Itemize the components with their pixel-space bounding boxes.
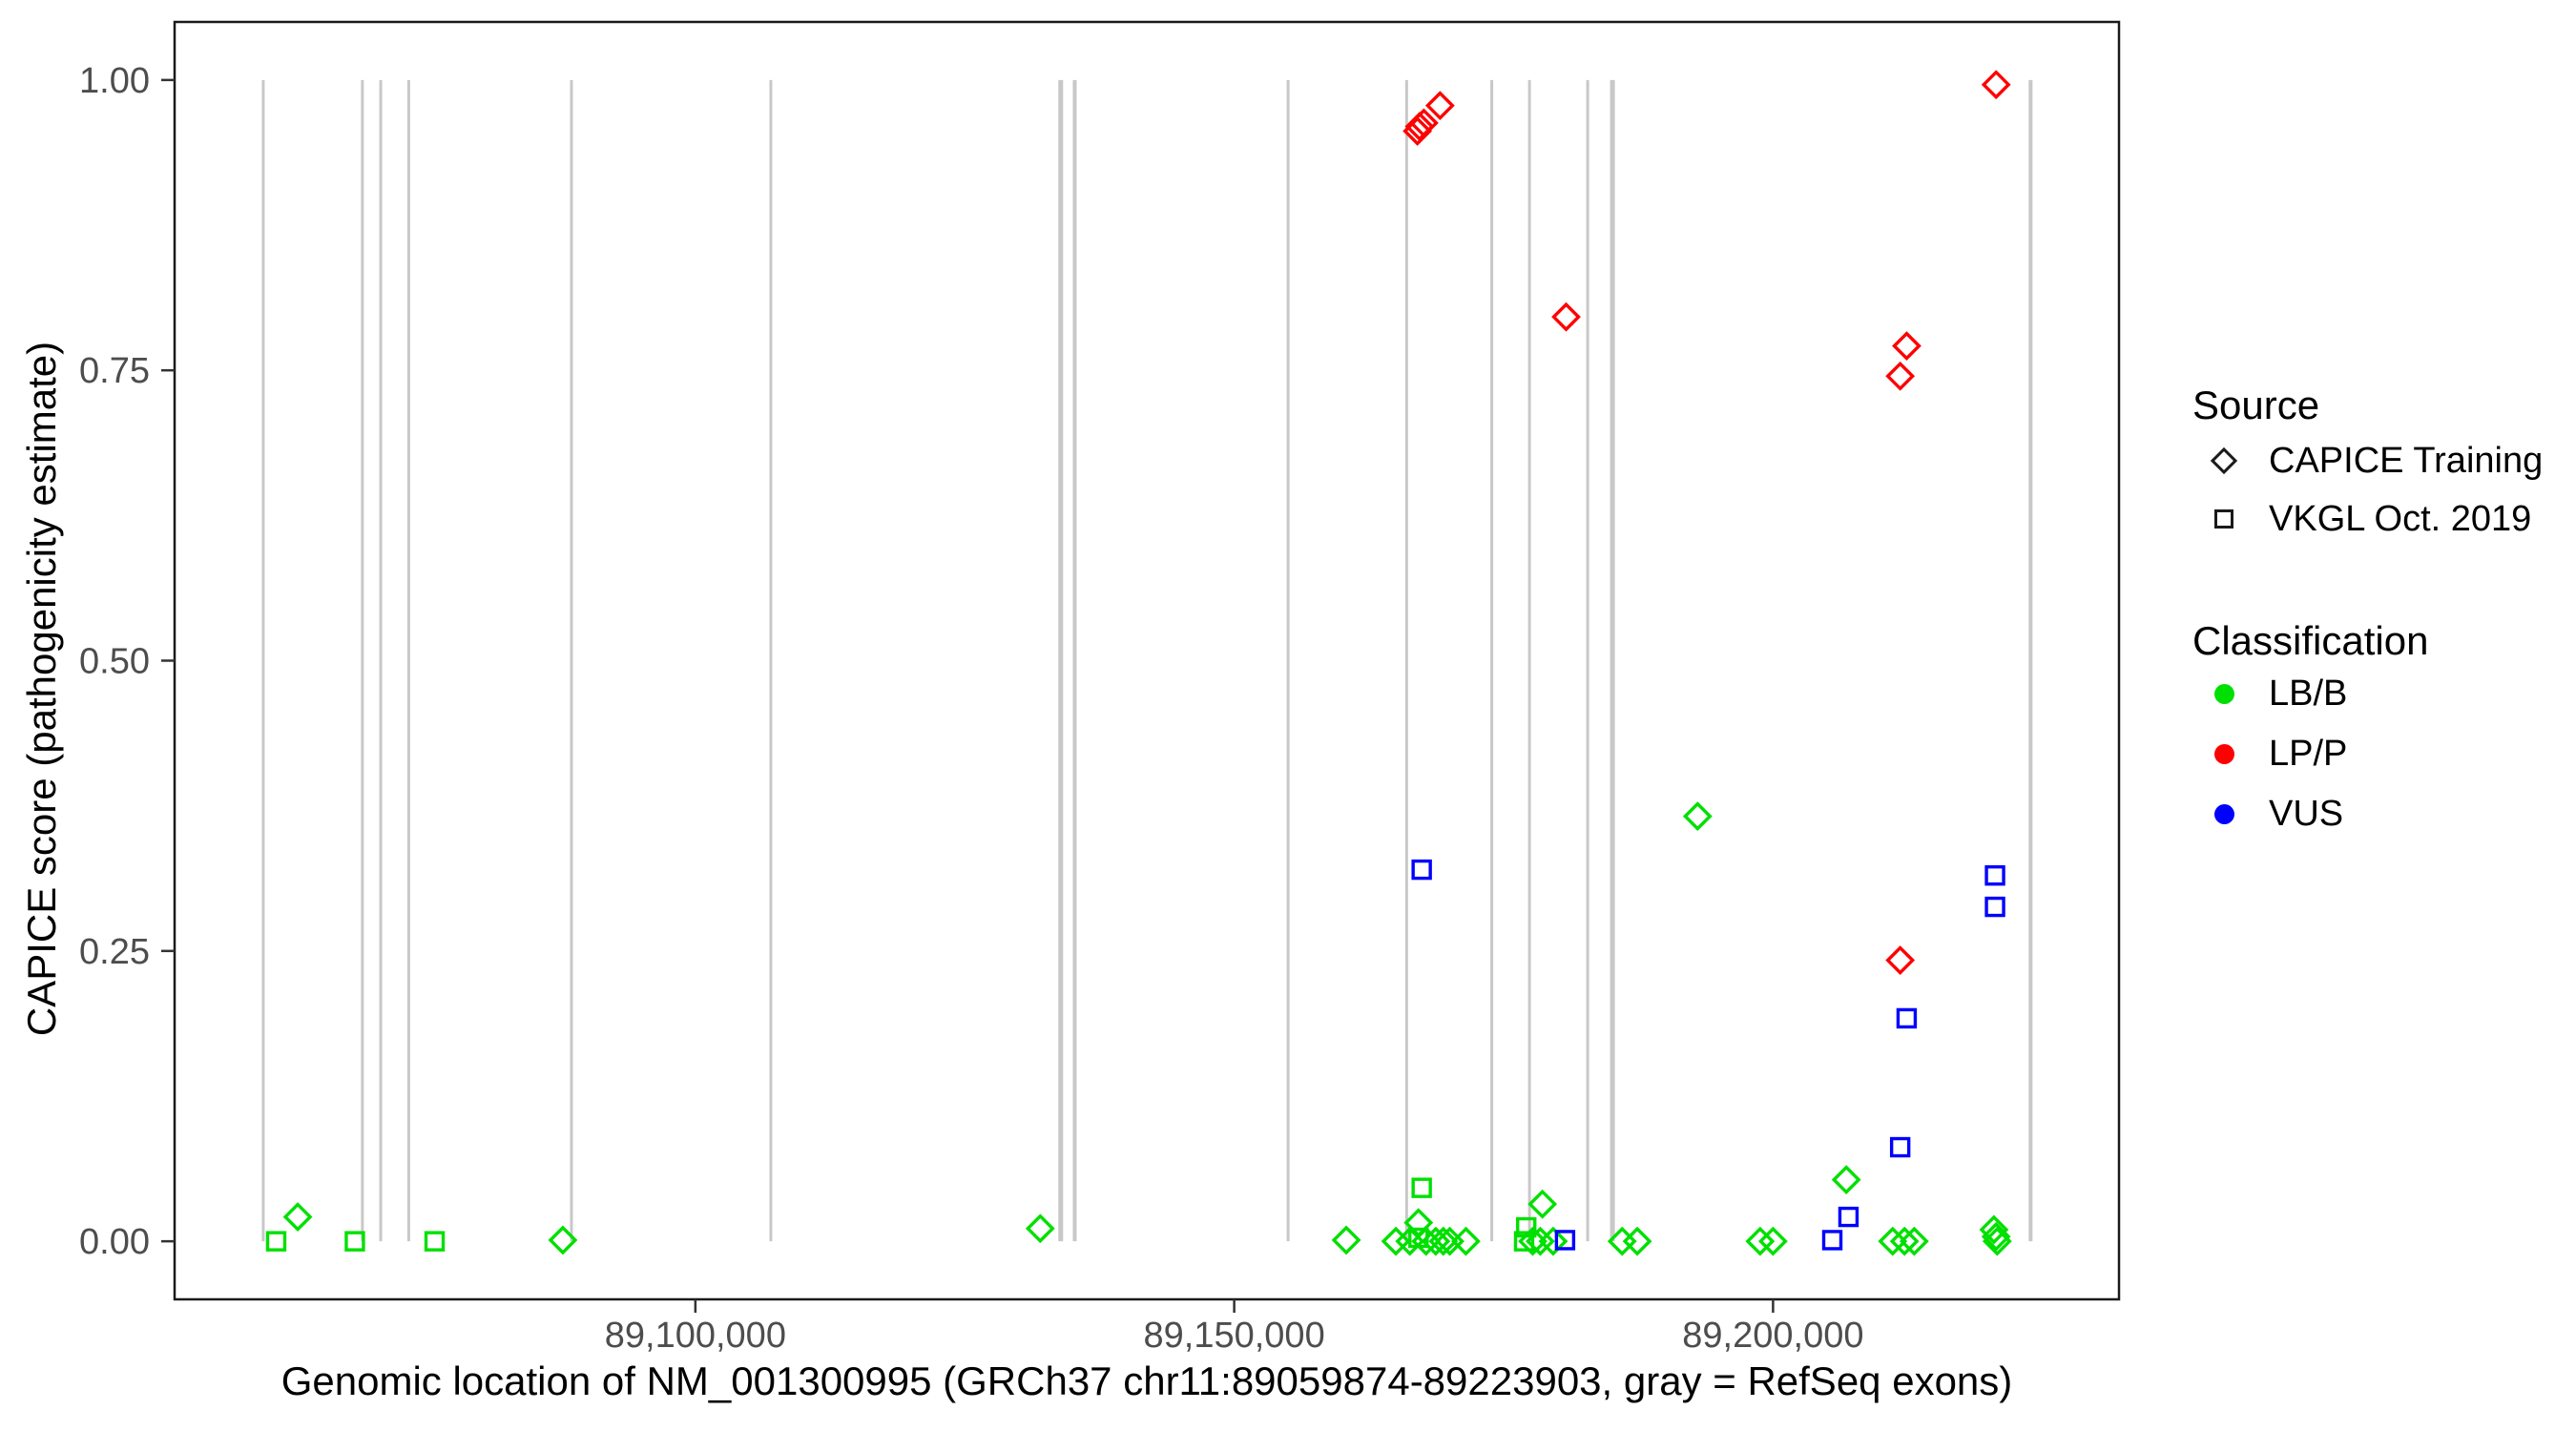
data-point-diamond: [1682, 801, 1713, 832]
legend-item-capice-training: CAPICE Training: [2200, 440, 2543, 482]
y-tick-label: 0.75: [79, 351, 150, 391]
legend-classification-title: Classification: [2192, 618, 2429, 663]
data-point-square: [1984, 896, 2005, 918]
data-point-diamond: [1025, 1213, 1055, 1244]
open-square-icon: [2214, 509, 2233, 529]
data-point-diamond: [1451, 1226, 1481, 1256]
data-point-diamond: [1527, 1189, 1558, 1219]
lpp-dot-icon: [2213, 743, 2234, 764]
data-point-diamond: [1409, 108, 1439, 138]
data-point-diamond: [1745, 1226, 1776, 1256]
data-point-square: [1513, 1231, 1535, 1252]
data-point-diamond: [1979, 1214, 2009, 1245]
legend-item-vkgl: VKGL Oct. 2019: [2200, 498, 2531, 540]
data-point-square: [1896, 1007, 1918, 1029]
legend-item-label: LB/B: [2269, 673, 2348, 714]
legend-item-label: CAPICE Training: [2269, 440, 2544, 481]
legend-item-lbb: LB/B: [2200, 673, 2347, 715]
data-point-diamond: [1428, 1226, 1459, 1256]
data-point-diamond: [1889, 1226, 1920, 1256]
data-point-square: [424, 1231, 446, 1252]
data-point-diamond: [1757, 1226, 1788, 1256]
legend-source-title: Source: [2192, 383, 2320, 427]
data-point-diamond: [1622, 1226, 1652, 1256]
legend-item-lpp: LP/P: [2200, 733, 2347, 775]
data-point-diamond: [1424, 91, 1455, 121]
data-point-diamond: [282, 1202, 313, 1232]
legend-item-label: VUS: [2269, 793, 2344, 834]
lbb-dot-icon: [2213, 683, 2234, 704]
data-point-diamond: [1381, 1226, 1411, 1256]
panel-border: [173, 20, 2121, 1301]
open-diamond-icon: [2210, 446, 2238, 475]
y-tick-label: 0.00: [79, 1222, 150, 1262]
data-point-diamond: [1878, 1226, 1908, 1256]
data-point-diamond: [1982, 1226, 2012, 1256]
x-tick-label: 89,100,000: [605, 1316, 786, 1356]
data-point-diamond: [1551, 301, 1581, 332]
data-point-square: [344, 1231, 365, 1252]
data-point-square: [1889, 1136, 1911, 1158]
data-point-square: [1838, 1206, 1859, 1228]
data-point-diamond: [1899, 1226, 1929, 1256]
x-tick-label: 89,200,000: [1682, 1316, 1863, 1356]
legend-item-vus: VUS: [2200, 793, 2343, 835]
data-point-diamond: [1831, 1165, 1861, 1195]
data-point-diamond: [1331, 1225, 1361, 1255]
vus-dot-icon: [2213, 803, 2234, 824]
data-point-diamond: [1981, 70, 2011, 100]
legend-item-label: LP/P: [2269, 733, 2348, 774]
data-point-square: [1821, 1230, 1843, 1251]
data-point-square: [1516, 1216, 1537, 1238]
data-point-square: [1984, 864, 2005, 886]
data-point-square: [265, 1231, 287, 1252]
x-axis-title: Genomic location of NM_001300995 (GRCh37…: [280, 1358, 2013, 1403]
legend-item-label: VKGL Oct. 2019: [2269, 498, 2532, 539]
y-axis-title: CAPICE score (pathogenicity estimate): [19, 341, 64, 1037]
data-point-diamond: [548, 1225, 578, 1255]
data-point-diamond: [1538, 1226, 1568, 1256]
y-tick-label: 0.25: [79, 932, 150, 972]
data-point-square: [1408, 1227, 1429, 1249]
y-tick-label: 1.00: [79, 61, 150, 101]
data-point-square: [1411, 859, 1432, 881]
data-point-diamond: [1981, 1221, 2011, 1252]
data-point-diamond: [1885, 361, 1916, 391]
data-point-diamond: [1885, 945, 1916, 975]
data-point-square: [1411, 1177, 1432, 1198]
y-tick-label: 0.50: [79, 642, 150, 682]
data-point-diamond: [1892, 331, 1922, 362]
data-point-square: [1554, 1230, 1576, 1251]
x-tick-label: 89,150,000: [1144, 1316, 1325, 1356]
